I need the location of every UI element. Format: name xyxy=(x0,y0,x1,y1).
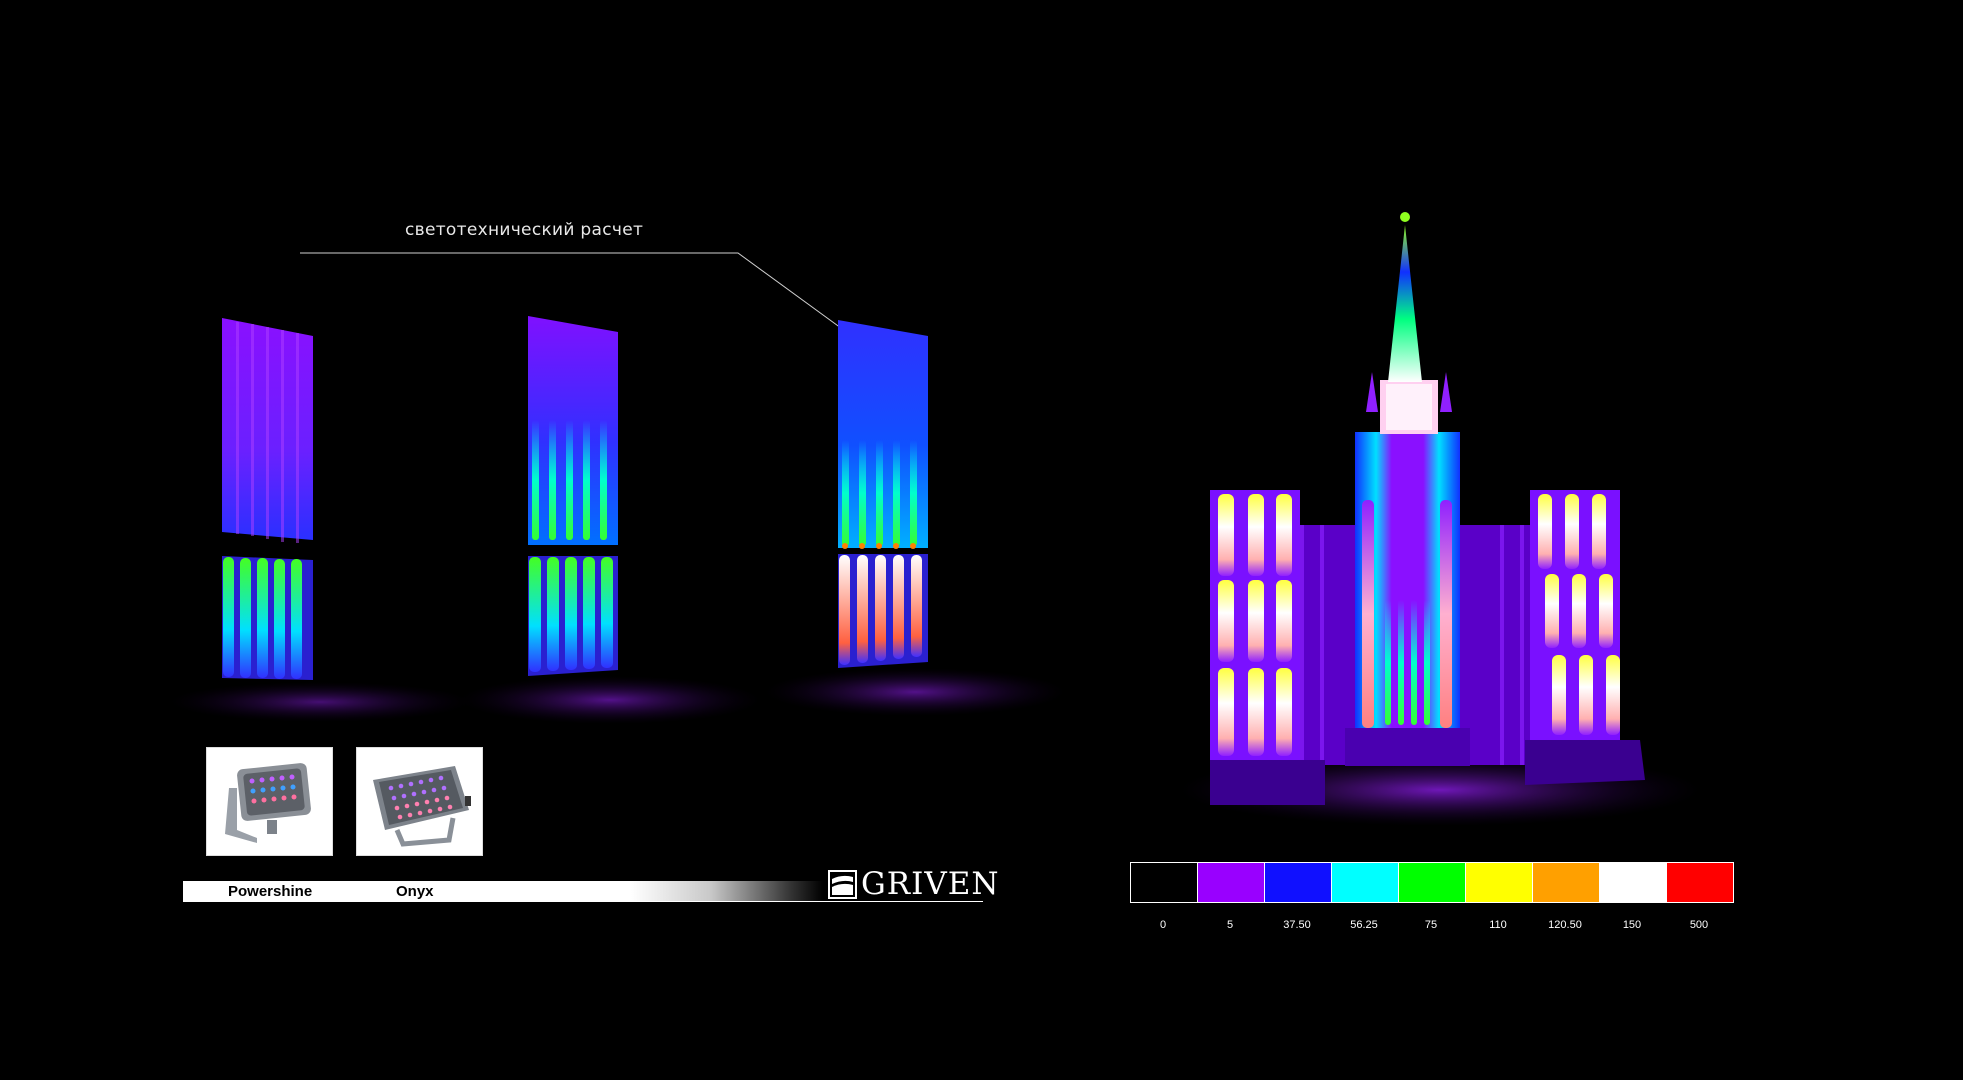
product-label-powershine: Powershine xyxy=(228,883,313,900)
scale-label: 110 xyxy=(1489,919,1507,931)
scale-label: 150 xyxy=(1622,919,1642,931)
scale-swatch xyxy=(1533,863,1600,902)
scale-label: 37.50 xyxy=(1283,919,1311,931)
building-render xyxy=(1180,212,1700,826)
product-name-bar: Powershine Onyx xyxy=(183,881,983,902)
scale-swatch xyxy=(1131,863,1198,902)
scale-swatch xyxy=(1399,863,1466,902)
brand-name: GRIVEN xyxy=(861,866,1000,902)
caption-leader-line xyxy=(300,252,879,356)
scale-swatch xyxy=(1332,863,1399,902)
floodlight-powershine-icon xyxy=(225,763,311,843)
scale-swatch xyxy=(1600,863,1667,902)
scale-swatch xyxy=(1466,863,1533,902)
facade-panel-3 xyxy=(765,320,1065,716)
caption-title: светотехнический расчет xyxy=(405,220,644,240)
griven-logo: GRIVEN xyxy=(828,869,1000,900)
fixture-thumbnail-2 xyxy=(356,747,483,856)
scale-label: 75 xyxy=(1424,919,1438,931)
scale-swatch xyxy=(1667,863,1733,902)
scale-label: 56.25 xyxy=(1350,919,1378,931)
scale-label: 500 xyxy=(1689,919,1709,931)
bar-underline xyxy=(183,901,983,902)
griven-logo-icon xyxy=(828,870,857,899)
facade-panel-2 xyxy=(460,316,760,724)
scale-label: 5 xyxy=(1226,919,1234,931)
floodlight-onyx-icon xyxy=(373,766,471,847)
product-label-onyx: Onyx xyxy=(396,883,434,900)
scale-label: 0 xyxy=(1159,919,1167,931)
fixture-thumbnail-1 xyxy=(206,747,333,856)
illuminance-scale xyxy=(1130,862,1734,903)
scale-swatch xyxy=(1198,863,1265,902)
scale-label: 120.50 xyxy=(1548,919,1582,931)
scale-swatch xyxy=(1265,863,1332,902)
facade-panel-1 xyxy=(170,318,470,722)
